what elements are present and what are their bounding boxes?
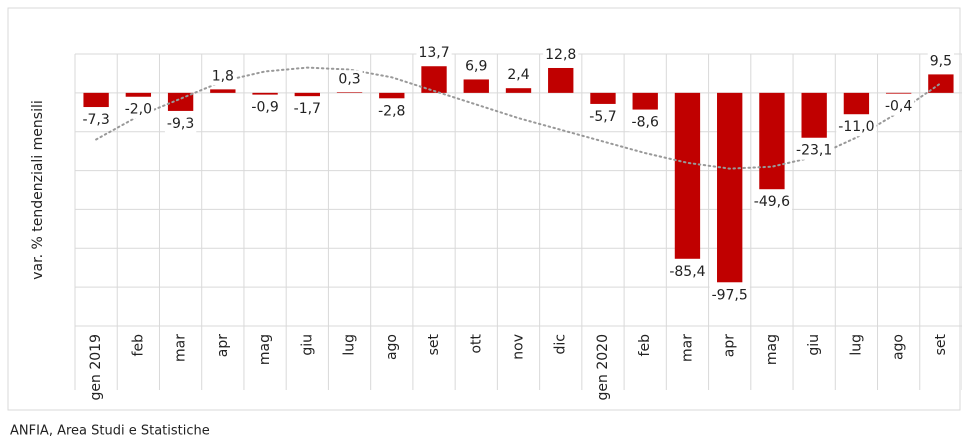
bar xyxy=(463,79,489,93)
x-tick-label: lug xyxy=(342,334,358,356)
bar xyxy=(632,92,658,110)
x-tick-label: mar xyxy=(173,334,189,362)
value-label: -0,9 xyxy=(251,100,278,116)
value-label: -49,6 xyxy=(754,194,790,210)
label-background xyxy=(709,286,750,305)
value-label: -8,6 xyxy=(632,115,659,131)
x-tick-label: apr xyxy=(722,334,738,357)
value-label: -1,7 xyxy=(294,101,321,117)
bar xyxy=(505,88,532,93)
value-label: 0,3 xyxy=(338,71,360,87)
x-tick-label: giu xyxy=(806,334,822,356)
label-background xyxy=(80,111,112,130)
bar xyxy=(167,92,194,111)
x-tick-label: dic xyxy=(553,334,569,354)
label-background xyxy=(416,44,452,63)
bar xyxy=(125,92,152,97)
x-tick-label: nov xyxy=(511,334,527,360)
label-background xyxy=(336,70,363,89)
label-background xyxy=(122,100,155,119)
value-label: 1,8 xyxy=(212,68,234,84)
bar xyxy=(336,92,363,93)
value-label: -9,3 xyxy=(167,116,194,132)
label-background xyxy=(882,97,915,116)
bar xyxy=(294,92,320,97)
bar xyxy=(210,89,236,93)
label-background xyxy=(249,98,281,117)
value-label: -5,7 xyxy=(589,109,616,125)
x-tick-label: apr xyxy=(215,334,231,357)
x-tick-label: lug xyxy=(848,334,864,356)
bar xyxy=(548,67,574,93)
bar xyxy=(379,92,405,99)
label-background xyxy=(291,100,323,119)
label-background xyxy=(209,67,236,86)
bar xyxy=(674,92,701,259)
label-background xyxy=(376,102,408,121)
label-background xyxy=(505,66,532,85)
x-tick-label: ago xyxy=(384,334,400,360)
label-background xyxy=(667,262,708,281)
label-background xyxy=(836,118,877,137)
bar xyxy=(590,92,616,104)
label-background xyxy=(463,57,490,76)
x-tick-label: mar xyxy=(679,334,695,362)
bar xyxy=(928,74,954,93)
source: ANFIA, Area Studi e Statistiche xyxy=(10,424,210,439)
x-tick-label: set xyxy=(426,333,442,355)
bar xyxy=(885,92,912,94)
label-background xyxy=(587,107,619,126)
value-label: 13,7 xyxy=(418,45,449,61)
label-background xyxy=(794,141,835,160)
value-label: -97,5 xyxy=(712,287,748,303)
x-tick-label: mag xyxy=(764,334,780,365)
bar xyxy=(83,92,109,108)
label-background xyxy=(543,45,579,64)
bar xyxy=(759,92,785,190)
x-tick-label: mag xyxy=(257,334,273,365)
value-label: 12,8 xyxy=(545,47,576,63)
x-tick-label: ott xyxy=(468,333,484,353)
x-tick-label: set xyxy=(933,333,949,355)
bar xyxy=(717,92,743,283)
value-label: -2,8 xyxy=(378,103,405,119)
y-axis-label: var. % tendenziali mensili xyxy=(30,100,46,279)
value-label: -7,3 xyxy=(82,112,109,128)
label-background xyxy=(164,114,197,133)
bar xyxy=(801,92,827,138)
x-tick-label: gen 2019 xyxy=(88,334,104,400)
value-label: -85,4 xyxy=(669,264,705,280)
x-tick-label: gen 2020 xyxy=(595,334,611,400)
value-label: -2,0 xyxy=(125,102,152,118)
label-background xyxy=(927,52,955,71)
bar xyxy=(252,92,278,95)
value-label: -11,0 xyxy=(838,119,874,135)
x-tick-label: feb xyxy=(130,334,146,357)
x-tick-label: giu xyxy=(299,334,315,356)
value-label: 9,5 xyxy=(930,53,952,69)
value-label: -23,1 xyxy=(796,143,832,159)
bar xyxy=(843,92,870,115)
value-label: 2,4 xyxy=(507,67,529,83)
x-tick-label: feb xyxy=(637,334,653,357)
trend-line xyxy=(95,66,942,170)
value-label: 6,9 xyxy=(465,58,487,74)
x-tick-label: ago xyxy=(891,334,907,360)
value-label: -0,4 xyxy=(885,99,912,115)
label-background xyxy=(629,113,661,132)
label-background xyxy=(751,193,793,212)
